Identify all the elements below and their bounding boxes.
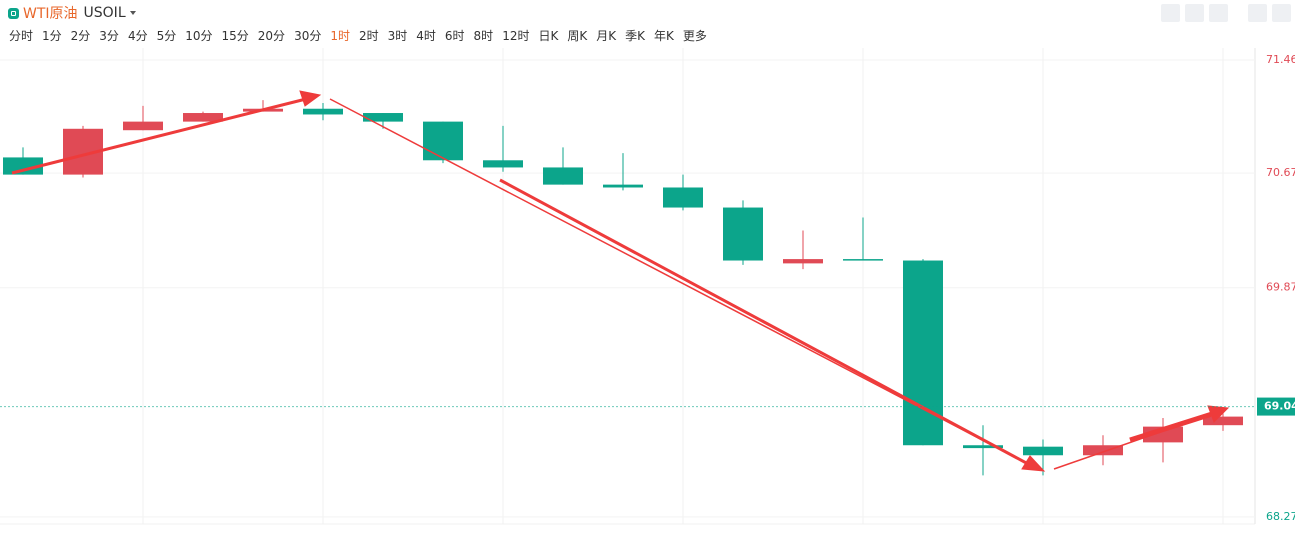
candle-body [123, 121, 163, 131]
symbol-name: WTI原油 [23, 6, 78, 22]
period-tab[interactable]: 4时 [416, 29, 436, 43]
candle-body [663, 187, 703, 208]
period-tab[interactable]: 1时 [330, 29, 350, 43]
candle-body [603, 184, 643, 188]
arrow-head [299, 90, 322, 107]
y-tick-label: 71.46 [1266, 53, 1295, 66]
symbol-code: USOIL [83, 5, 126, 21]
tool-button[interactable] [1185, 4, 1204, 22]
period-tab[interactable]: 月K [596, 29, 617, 43]
candle-body [183, 113, 223, 122]
period-tab[interactable]: 8时 [473, 29, 494, 43]
candle-body [723, 207, 763, 261]
period-tab[interactable]: 分时 [9, 29, 34, 43]
close-button[interactable] [1272, 4, 1291, 22]
trend-arrows [11, 90, 1230, 472]
period-tab[interactable]: 3时 [387, 29, 408, 43]
tool-buttons [1161, 4, 1291, 22]
candle-body [3, 157, 43, 175]
symbol-selector[interactable]: WTI原油 USOIL [8, 3, 136, 23]
period-tab[interactable]: 5分 [156, 29, 177, 43]
period-tab[interactable]: 10分 [185, 29, 213, 43]
tool-button[interactable] [1248, 4, 1267, 22]
toolbar: WTI原油 USOIL 分时 1分 2分 3分 4分 5分 10分 15分 20分 30分 1时 2时… [0, 0, 1295, 48]
dropdown-caret [129, 11, 136, 15]
candle-body [963, 445, 1003, 449]
arrow [1129, 411, 1213, 443]
period-tab[interactable]: 12时 [502, 29, 530, 43]
candle-body [1083, 445, 1123, 456]
candle-body [303, 108, 343, 115]
arrow [11, 97, 307, 175]
period-tab[interactable]: 年K [653, 29, 674, 43]
period-tabs: 分时 1分 2分 3分 4分 5分 10分 15分 20分 30分 1时 2时 3时 4时 6时 8时 12时日… [9, 27, 707, 44]
period-tab[interactable]: 4分 [127, 29, 148, 43]
y-tick-label: 68.27 [1266, 510, 1295, 523]
candle-body [1023, 446, 1063, 456]
period-tab[interactable]: 1分 [42, 29, 62, 43]
period-tab[interactable]: 季K [625, 29, 645, 43]
candle-body [483, 160, 523, 168]
candle-body [363, 113, 403, 122]
candle-body [903, 260, 943, 446]
y-tick-label: 69.87 [1266, 281, 1295, 294]
period-tab[interactable]: 周K [567, 29, 588, 43]
arrow [329, 98, 1031, 466]
period-tab[interactable]: 20分 [257, 29, 286, 43]
tool-button[interactable] [1161, 4, 1180, 22]
arrow [499, 178, 1031, 467]
period-tab[interactable]: 3分 [99, 29, 119, 43]
candles [0, 59, 1255, 518]
y-tick-label: 70.67 [1266, 166, 1295, 179]
candle-body [783, 259, 823, 264]
tool-button[interactable] [1209, 4, 1228, 22]
period-tab[interactable]: 2时 [358, 29, 379, 43]
candle-body [843, 259, 883, 261]
period-tab[interactable]: 2分 [70, 29, 91, 43]
candle-body [423, 121, 463, 161]
period-tab[interactable]: 日K [538, 29, 559, 43]
period-tab[interactable]: 6时 [444, 29, 465, 43]
period-tab[interactable]: 30分 [294, 29, 322, 43]
last-price-label: 69.04 [1264, 400, 1295, 413]
period-tab[interactable]: 15分 [221, 29, 249, 43]
candle-body [543, 167, 583, 185]
period-tab[interactable]: 更多 [682, 29, 707, 43]
arrow-head [1021, 455, 1046, 472]
symbol-icon [8, 7, 19, 19]
last-price-box [1257, 397, 1295, 416]
candle-body [1203, 416, 1243, 426]
